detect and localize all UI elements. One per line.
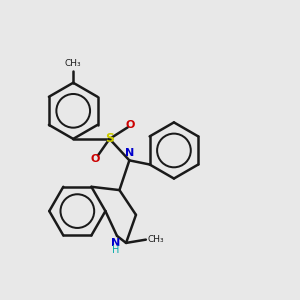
Text: O: O xyxy=(125,120,135,130)
Text: N: N xyxy=(111,238,120,248)
Text: CH₃: CH₃ xyxy=(148,235,164,244)
Text: H: H xyxy=(112,245,119,255)
Text: N: N xyxy=(125,148,134,158)
Text: CH₃: CH₃ xyxy=(65,59,82,68)
Text: O: O xyxy=(91,154,100,164)
Text: S: S xyxy=(105,132,114,146)
